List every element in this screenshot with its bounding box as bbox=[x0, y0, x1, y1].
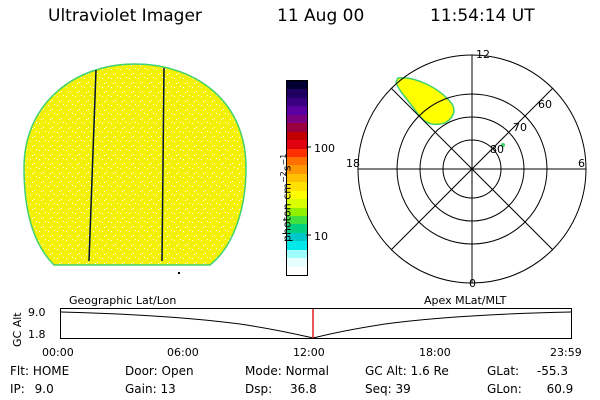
timeline-x-0600: 06:00 bbox=[167, 346, 199, 359]
colorbar-swatch bbox=[287, 258, 307, 267]
lat-label-70: 70 bbox=[513, 121, 527, 134]
colorbar-swatch bbox=[287, 81, 307, 90]
colorbar-swatch bbox=[287, 232, 307, 242]
colorbar-swatch bbox=[287, 249, 307, 259]
mlt-label-12: 12 bbox=[476, 48, 490, 61]
image-stripe-left bbox=[88, 69, 97, 262]
colorbar-swatch bbox=[287, 97, 307, 107]
status-glon: GLon: 60.9 bbox=[487, 382, 574, 396]
colorbar-swatch bbox=[287, 106, 307, 115]
status-glat: GLat: -55.3 bbox=[487, 364, 568, 378]
status-flt: Flt: HOME bbox=[10, 364, 70, 378]
timeline-left-label: Geographic Lat/Lon bbox=[69, 294, 177, 307]
colorbar-swatch bbox=[287, 182, 307, 191]
colorbar-swatch bbox=[287, 173, 307, 183]
timeline-x-1200: 12:00 bbox=[293, 346, 325, 359]
colorbar-swatch bbox=[287, 89, 307, 98]
colorbar-swatch bbox=[287, 199, 307, 208]
altitude-timeline bbox=[60, 308, 572, 339]
mlt-diagonal-2 bbox=[390, 87, 554, 251]
colorbar-swatch bbox=[287, 266, 307, 276]
polar-plot bbox=[357, 54, 587, 284]
time-label: 11:54:14 UT bbox=[430, 6, 535, 26]
colorbar-swatch bbox=[287, 165, 307, 174]
auroral-oval bbox=[395, 77, 455, 126]
timeline-right-label: Apex MLat/MLT bbox=[424, 294, 507, 307]
timeline-y-bottom: 1.8 bbox=[28, 328, 46, 341]
altitude-curve-left bbox=[60, 311, 314, 339]
status-dsp: Dsp: 36.8 bbox=[245, 382, 317, 396]
lat-label-60: 60 bbox=[538, 98, 552, 111]
colorbar-swatch bbox=[287, 207, 307, 216]
earth-disk-image bbox=[23, 63, 247, 274]
colorbar-swatch bbox=[287, 123, 307, 132]
colorbar-swatch bbox=[287, 190, 307, 200]
image-stripe-right bbox=[161, 67, 165, 262]
status-gc-alt: GC Alt: 1.6 Re bbox=[365, 364, 449, 378]
colorbar-swatch bbox=[287, 216, 307, 225]
earth-disk bbox=[23, 63, 247, 266]
colorbar-swatch bbox=[287, 241, 307, 250]
status-seq: Seq: 39 bbox=[365, 382, 411, 396]
timeline-y-top: 9.0 bbox=[28, 306, 46, 319]
timeline-x-1800: 18:00 bbox=[419, 346, 451, 359]
colorbar-ticks bbox=[306, 146, 311, 236]
colorbar bbox=[286, 80, 308, 276]
colorbar-unit-label: photon cm−2s−1 bbox=[279, 153, 294, 242]
date-label: 11 Aug 00 bbox=[277, 6, 365, 26]
lat-label-80: 80 bbox=[490, 143, 504, 156]
colorbar-swatch bbox=[287, 114, 307, 124]
colorbar-swatch bbox=[287, 131, 307, 141]
status-mode: Mode: Normal bbox=[245, 364, 329, 378]
status-ip: IP: 9.0 bbox=[10, 382, 54, 396]
colorbar-swatch bbox=[287, 224, 307, 233]
app-title: Ultraviolet Imager bbox=[48, 6, 202, 26]
colorbar-swatch bbox=[287, 148, 307, 157]
colorbar-swatch bbox=[287, 156, 307, 166]
colorbar-swatch bbox=[287, 140, 307, 149]
timeline-x-0000: 00:00 bbox=[42, 346, 74, 359]
mlt-label-18: 18 bbox=[346, 157, 360, 170]
altitude-curve-right bbox=[312, 311, 572, 339]
mlt-label-0: 0 bbox=[469, 277, 476, 290]
timeline-axis-title: GC Alt bbox=[11, 312, 24, 347]
timeline-x-2359: 23:59 bbox=[550, 346, 582, 359]
status-door: Door: Open bbox=[125, 364, 194, 378]
colorbar-tick-100: 100 bbox=[314, 142, 335, 155]
mlt-label-6: 6 bbox=[578, 157, 585, 170]
colorbar-tick-10: 10 bbox=[314, 230, 328, 243]
status-gain: Gain: 13 bbox=[125, 382, 176, 396]
